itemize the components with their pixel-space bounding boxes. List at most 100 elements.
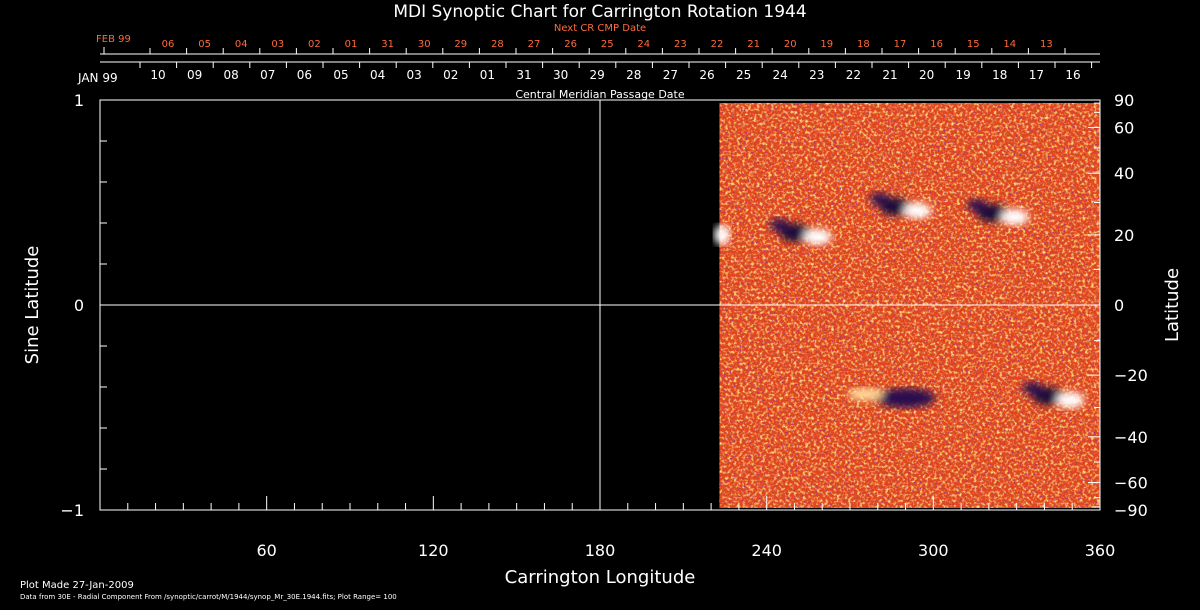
y-right-tick-labels: 90 60 40 20 0 −20 −40 −60 −90	[1114, 91, 1148, 520]
next-cmp-date: 24	[637, 39, 650, 50]
cmp-month: JAN 99	[77, 71, 118, 85]
y-axis-right-label: Latitude	[1162, 268, 1183, 342]
next-cmp-date: 22	[711, 39, 724, 50]
cmp-date: 17	[1029, 68, 1044, 82]
y-right-tick-label: 20	[1114, 226, 1134, 245]
active-region-negative-plage	[869, 192, 890, 205]
cmp-date: 22	[846, 68, 861, 82]
active-region-4	[847, 388, 936, 409]
cmp-date: 18	[992, 68, 1007, 82]
active-region-positive-patch	[803, 228, 832, 245]
active-region-positive-patch	[903, 202, 932, 219]
next-cmp-date: 06	[162, 39, 175, 50]
next-cmp-date: 01	[345, 39, 358, 50]
next-cmp-date: 30	[418, 39, 431, 50]
x-tick-label: 180	[585, 541, 616, 560]
y-right-tick-label: −90	[1114, 501, 1148, 520]
next-cmp-date: 25	[601, 39, 614, 50]
next-cmp-date: 18	[857, 39, 870, 50]
next-cmp-month: FEB 99	[96, 34, 131, 45]
y-right-tick-label: −20	[1114, 366, 1148, 385]
active-region-0	[769, 218, 832, 245]
active-region-positive-patch	[1000, 209, 1029, 226]
y-right-tick-label: 90	[1114, 91, 1134, 110]
cmp-axis-label: Central Meridian Passage Date	[515, 88, 684, 101]
plot-made-note: Plot Made 27-Jan-2009	[20, 580, 134, 591]
x-tick-label: 300	[918, 541, 949, 560]
x-tick-label: 360	[1085, 541, 1116, 560]
cmp-date: 16	[1065, 68, 1080, 82]
data-source-note: Data from 30E - Radial Component From /s…	[20, 593, 397, 601]
next-cmp-date: 28	[491, 39, 504, 50]
cmp-date: 21	[882, 68, 897, 82]
y-left-tick-label: 0	[74, 296, 84, 315]
x-tick-label: 240	[751, 541, 782, 560]
next-cmp-axis-label: Next CR CMP Date	[554, 23, 646, 34]
cmp-date-labels: 10 09 08 07 06 05 04 03 02 01 31 30 29 28 27 26 25 24 23 22…	[150, 68, 1080, 82]
cmp-date: 23	[809, 68, 824, 82]
x-axis-label: Carrington Longitude	[505, 567, 696, 588]
cmp-date: 09	[187, 68, 202, 82]
next-cmp-date: 27	[528, 39, 541, 50]
next-cmp-date: 29	[454, 39, 467, 50]
cmp-date: 20	[919, 68, 934, 82]
axes	[99, 47, 1101, 511]
active-region-3	[714, 224, 731, 245]
next-cmp-date: 20	[784, 39, 797, 50]
next-cmp-date: 21	[747, 39, 760, 50]
cmp-date: 08	[224, 68, 239, 82]
next-cmp-date: 19	[820, 39, 833, 50]
cmp-date: 26	[699, 68, 714, 82]
active-region-positive-patch	[1056, 392, 1085, 409]
cmp-date: 02	[443, 68, 458, 82]
next-cmp-date: 23	[674, 39, 687, 50]
cmp-date: 06	[297, 68, 312, 82]
next-cmp-date: 31	[381, 39, 394, 50]
next-cmp-date: 15	[967, 39, 980, 50]
next-cmp-date: 02	[308, 39, 321, 50]
next-cmp-date-labels: 06 05 04 03 02 01 31 30 29 28 27 26 25 24 23 22 21 20 19 18…	[162, 39, 1053, 50]
cmp-date: 25	[736, 68, 751, 82]
y-right-tick-label: 60	[1114, 118, 1134, 137]
y-axis-left-label: Sine Latitude	[22, 246, 43, 365]
cmp-date: 31	[516, 68, 531, 82]
cmp-date: 29	[590, 68, 605, 82]
cmp-date: 24	[773, 68, 788, 82]
cmp-date: 03	[407, 68, 422, 82]
y-right-tick-label: −60	[1114, 474, 1148, 493]
cmp-date: 10	[150, 68, 165, 82]
y-right-tick-label: 0	[1114, 296, 1124, 315]
next-cmp-date: 17	[894, 39, 907, 50]
cmp-date: 28	[626, 68, 641, 82]
active-region-5	[1022, 382, 1085, 409]
next-cmp-date: 14	[1003, 39, 1016, 50]
cmp-date: 01	[480, 68, 495, 82]
y-left-tick-labels: −1 0 1	[60, 91, 84, 520]
cmp-date: 05	[333, 68, 348, 82]
x-tick-label: 60	[256, 541, 276, 560]
active-region-1	[869, 192, 932, 219]
y-right-tick-label: −40	[1114, 428, 1148, 447]
active-region-negative-patch	[875, 388, 936, 409]
cmp-date: 04	[370, 68, 385, 82]
active-region-negative-plage	[1022, 382, 1043, 395]
cmp-date: 30	[553, 68, 568, 82]
next-cmp-date: 16	[930, 39, 943, 50]
x-tick-labels: 60 120 180 240 300 360	[256, 541, 1115, 560]
active-region-2	[966, 199, 1029, 226]
next-cmp-date: 26	[564, 39, 577, 50]
next-cmp-date: 05	[198, 39, 211, 50]
active-region-positive-plage	[847, 388, 884, 401]
y-right-tick-label: 40	[1114, 164, 1134, 183]
y-left-tick-label: 1	[74, 91, 84, 110]
next-cmp-date: 13	[1040, 39, 1053, 50]
chart-title: MDI Synoptic Chart for Carrington Rotati…	[393, 2, 806, 22]
active-region-negative-plage	[769, 218, 790, 231]
y-left-tick-label: −1	[60, 501, 84, 520]
cmp-date: 27	[663, 68, 678, 82]
next-cmp-date: 03	[271, 39, 284, 50]
next-cmp-date: 04	[235, 39, 248, 50]
active-region-negative-plage	[966, 199, 987, 212]
x-tick-label: 120	[418, 541, 449, 560]
